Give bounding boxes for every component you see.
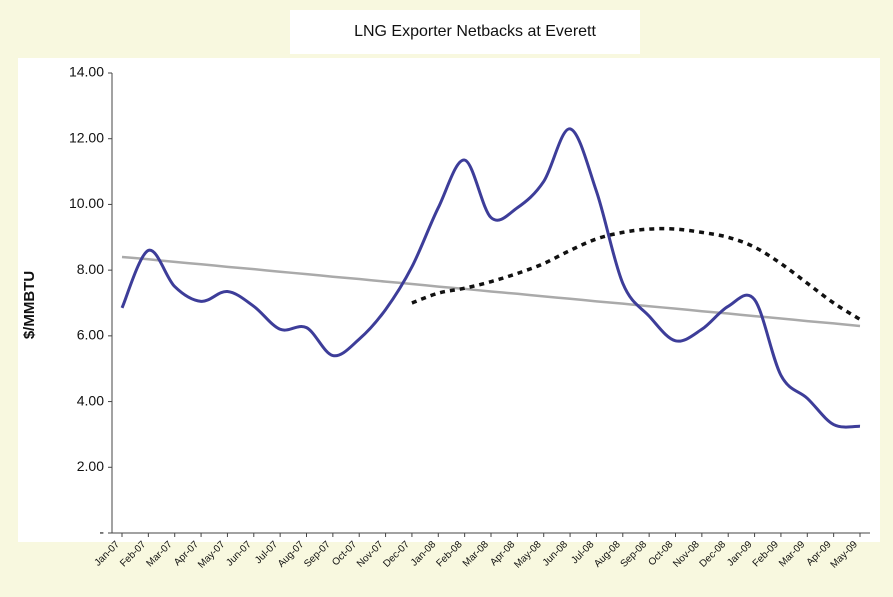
x-tick-label: Mar-07 — [145, 539, 175, 569]
y-tick-label: 8.00 — [77, 261, 104, 277]
line-series — [121, 255, 861, 328]
x-tick-label: Jun-08 — [541, 539, 571, 569]
chart-title: LNG Exporter Netbacks at Everett — [354, 23, 596, 40]
x-tick-label: Feb-07 — [118, 539, 148, 569]
x-tick-label: Dec-07 — [381, 539, 412, 570]
x-tick-label: Nov-08 — [671, 539, 702, 570]
y-axis-label: $/MMBTU — [21, 271, 38, 339]
x-tick-label: Jan-07 — [93, 539, 123, 569]
x-tick-label: Aug-08 — [592, 539, 623, 570]
y-tick-label: 10.00 — [69, 195, 104, 211]
plot-background — [18, 58, 880, 542]
y-tick-label: 6.00 — [77, 327, 104, 343]
x-tick-label: Aug-07 — [276, 539, 307, 570]
title-box — [290, 10, 640, 54]
x-tick-label: May-07 — [196, 539, 228, 571]
x-tick-label: Mar-08 — [461, 539, 491, 569]
x-tick-label: Jan-08 — [409, 539, 439, 569]
x-tick-label: Nov-07 — [355, 539, 386, 570]
x-tick-label: Mar-09 — [777, 539, 807, 569]
y-tick-label: 12.00 — [69, 129, 104, 145]
x-tick-label: Feb-09 — [751, 539, 781, 569]
line-series — [411, 226, 861, 321]
x-tick-label: May-08 — [512, 539, 544, 571]
x-tick-label: Oct-08 — [646, 539, 675, 568]
x-tick-label: Jun-07 — [224, 539, 254, 569]
x-tick-label: Sep-07 — [302, 539, 333, 570]
x-tick-label: Feb-08 — [434, 539, 464, 569]
y-tick-label: 14.00 — [69, 64, 104, 80]
x-tick-label: Dec-08 — [698, 539, 729, 570]
x-tick-label: Oct-07 — [330, 539, 359, 568]
y-tick-label: 4.00 — [77, 392, 104, 408]
y-tick-label: - — [99, 524, 104, 540]
x-tick-label: Jan-09 — [725, 539, 755, 569]
x-tick-label: Sep-08 — [619, 539, 650, 570]
x-tick-label: May-09 — [829, 539, 861, 571]
y-tick-label: 2.00 — [77, 458, 104, 474]
line-series — [120, 127, 861, 429]
